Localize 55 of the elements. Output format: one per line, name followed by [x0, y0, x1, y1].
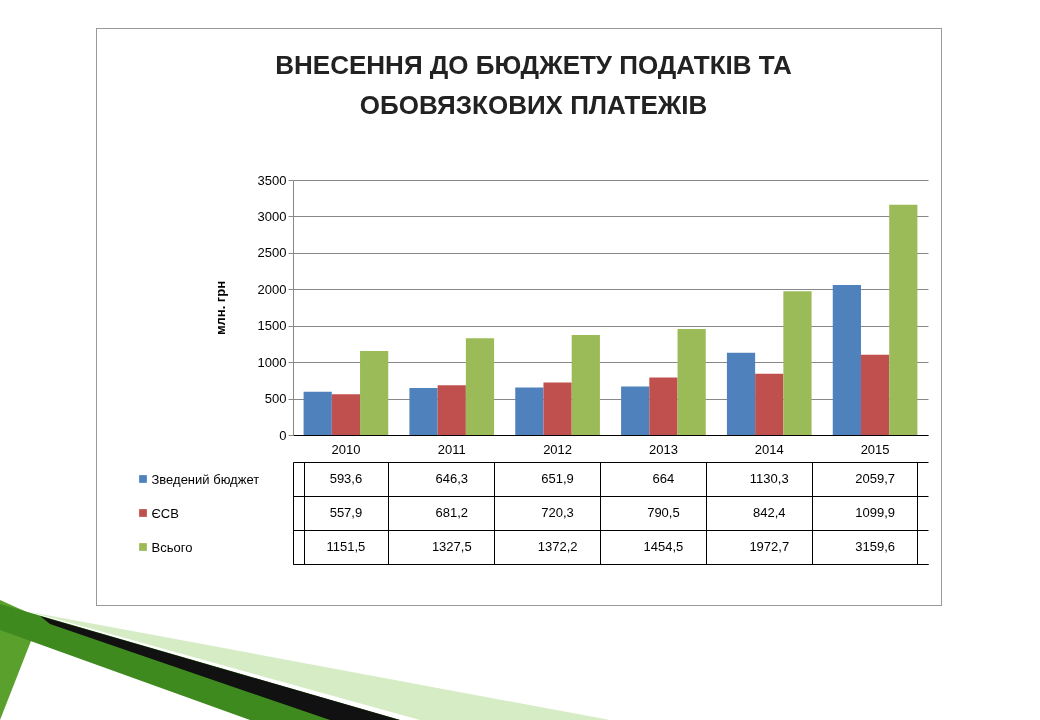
data-label: 790,5 — [647, 505, 680, 520]
bar — [465, 338, 495, 435]
bar — [889, 204, 918, 435]
bar — [543, 382, 572, 435]
bar — [832, 284, 861, 435]
bar — [409, 387, 438, 435]
data-label: 651,9 — [541, 471, 574, 486]
legend-label: Зведений бюджет — [151, 471, 260, 487]
data-label: 2059,7 — [855, 471, 895, 486]
data-label: 646,3 — [435, 471, 469, 486]
legend-label: Всього — [151, 539, 193, 555]
y-tick-label: 2000 — [257, 281, 287, 297]
data-label: 720,3 — [541, 505, 574, 520]
data-label: 593,6 — [329, 471, 363, 486]
y-tick-label: 2500 — [257, 245, 287, 261]
y-tick-label: 500 — [264, 391, 287, 407]
y-tick-label: 1500 — [257, 318, 287, 334]
data-label: 1372,2 — [537, 539, 578, 554]
chart-title: ВНЕСЕННЯ ДО БЮДЖЕТУ ПОДАТКІВ ТА ОБОВЯЗКОВИХ ПЛАТЕЖІВ — [275, 50, 793, 120]
y-tick-label: 1000 — [257, 354, 287, 370]
data-label: 3159,6 — [855, 539, 895, 554]
bar — [360, 351, 389, 435]
bar — [571, 335, 600, 435]
data-label: 681,2 — [435, 505, 469, 520]
bar — [515, 387, 544, 435]
x-tick-label: 2010 — [331, 441, 361, 457]
bar — [755, 373, 784, 435]
bar — [621, 386, 650, 435]
x-tick-label: 2014 — [754, 441, 784, 457]
bar — [726, 352, 756, 435]
bar — [331, 394, 361, 435]
data-label: 1099,9 — [855, 505, 895, 520]
data-label: 1151,5 — [326, 539, 366, 554]
bar — [303, 391, 332, 435]
bar — [437, 385, 466, 435]
data-label: 842,4 — [752, 505, 786, 520]
x-tick-label: 2015 — [860, 441, 890, 457]
bar — [783, 291, 812, 435]
x-tick-label: 2011 — [437, 441, 466, 457]
x-tick-label: 2013 — [648, 441, 678, 457]
x-tick-label: 2012 — [543, 441, 573, 457]
data-label: 1454,5 — [643, 539, 684, 554]
y-axis-title: млн. грн — [212, 280, 228, 336]
data-label: 1972,7 — [749, 539, 790, 554]
bar — [677, 329, 706, 435]
data-label: 1327,5 — [431, 539, 472, 554]
y-tick-label: 0 — [279, 427, 287, 443]
y-tick-label: 3500 — [257, 172, 287, 188]
data-label: 557,9 — [329, 505, 363, 520]
data-label: 664 — [652, 471, 675, 486]
bar — [860, 354, 890, 435]
legend-label: ЄСВ — [151, 505, 179, 521]
bar — [649, 377, 678, 435]
y-tick-label: 3000 — [257, 208, 287, 224]
data-label: 1130,3 — [749, 471, 789, 486]
